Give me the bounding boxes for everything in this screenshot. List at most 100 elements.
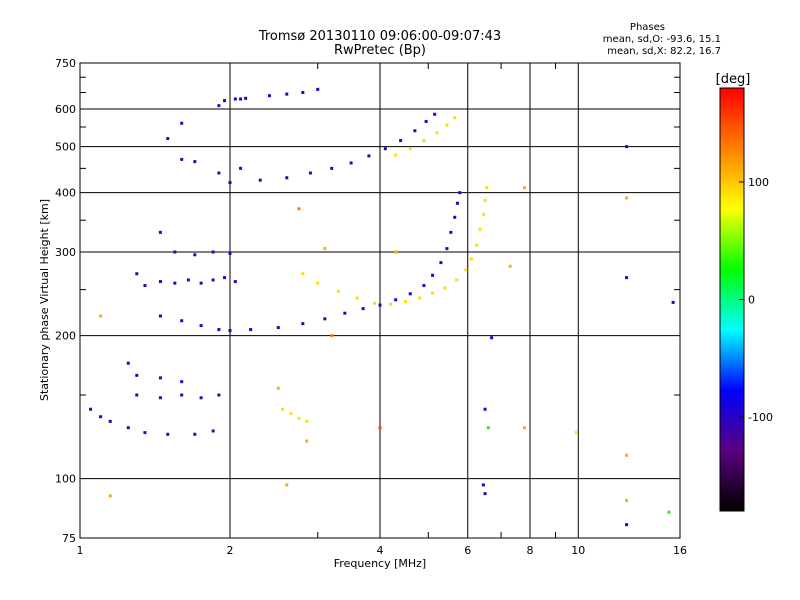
echo-point: [422, 139, 426, 143]
echo-point: [424, 119, 428, 123]
colorbar-ticks: 100 0 -100: [739, 176, 773, 424]
echo-point: [158, 230, 162, 234]
echo-point: [481, 212, 485, 216]
y-tick-label: 750: [55, 57, 76, 70]
echo-point: [439, 261, 443, 265]
echo-point: [199, 396, 203, 400]
echo-point: [413, 129, 417, 133]
scatter-echo-point: [625, 145, 629, 149]
echo-point: [108, 419, 112, 423]
echo-point: [308, 171, 312, 175]
x-axis-label: Frequency [MHz]: [334, 557, 426, 570]
echo-point: [367, 154, 371, 158]
scatter-echo-point: [108, 494, 112, 498]
echo-point: [355, 296, 359, 300]
scatter-echo-point: [508, 264, 512, 268]
echo-point: [455, 201, 459, 205]
y-tick-label: 400: [55, 187, 76, 200]
echo-point: [233, 97, 237, 101]
echo-point: [301, 322, 305, 326]
echo-point: [445, 247, 449, 251]
echo-point: [233, 280, 237, 284]
echo-point: [193, 253, 197, 257]
echo-point: [126, 361, 130, 365]
scatter-echo-point: [490, 336, 494, 340]
echo-point: [217, 393, 221, 397]
echo-point: [193, 432, 197, 436]
scatter-echo-point: [330, 334, 334, 338]
chart-title-line1: Tromsø 20130110 09:06:00-09:07:43: [258, 29, 501, 44]
scatter-echo-point: [297, 207, 301, 211]
x-tick-label: 2: [227, 544, 234, 557]
echo-point: [158, 314, 162, 318]
echo-point: [289, 412, 293, 416]
scatter-echo-point: [394, 250, 398, 254]
y-tick-label: 100: [55, 473, 76, 486]
phase-info-x: mean, sd,X: 82.2, 16.7: [607, 46, 721, 57]
echo-point: [135, 272, 139, 276]
scatter-echo-point: [667, 510, 671, 514]
echo-point: [301, 272, 305, 276]
grid-layer: [80, 63, 680, 538]
x-tick-label: 6: [464, 544, 471, 557]
echo-point: [126, 426, 130, 430]
echo-point: [281, 407, 285, 411]
scatter-echo-point: [323, 247, 327, 251]
echo-point: [285, 176, 289, 180]
echo-point: [217, 171, 221, 175]
echo-point: [301, 91, 305, 95]
echo-point: [394, 298, 398, 302]
scatter-echo-point: [574, 431, 578, 435]
echo-point: [285, 92, 289, 96]
echo-point: [297, 416, 301, 420]
echo-point: [228, 251, 232, 255]
phase-info-o: mean, sd,O: -93.6, 15.1: [603, 34, 721, 45]
echo-point: [336, 289, 340, 293]
echo-point: [180, 393, 184, 397]
scatter-echo-point: [671, 300, 675, 304]
scatter-echo-point: [625, 453, 629, 457]
echo-point: [158, 376, 162, 380]
scatter-echo-point: [625, 523, 629, 527]
scatter-echo-point: [486, 426, 490, 430]
echo-point: [228, 329, 232, 333]
echo-point: [199, 324, 203, 328]
echo-point: [445, 123, 449, 127]
echo-point: [217, 328, 221, 332]
echo-point: [228, 181, 232, 185]
scatter-echo-point: [523, 186, 527, 190]
echo-point: [239, 166, 243, 170]
echo-point: [323, 317, 327, 321]
scatter-echo-point: [625, 498, 629, 502]
y-tick-label: 200: [55, 330, 76, 343]
scatter-echo-point: [483, 492, 487, 496]
echo-point: [389, 302, 393, 306]
echo-point: [223, 99, 227, 103]
echo-point: [458, 191, 462, 195]
echo-point: [433, 112, 437, 116]
echo-point: [305, 419, 309, 423]
scatter-echo-point: [99, 314, 103, 318]
echo-point: [378, 303, 382, 307]
x-tick-label: 8: [527, 544, 534, 557]
echo-point: [453, 215, 457, 219]
echo-point: [258, 178, 262, 182]
echo-point: [449, 230, 453, 234]
echo-point: [180, 157, 184, 161]
echo-point: [223, 276, 227, 280]
y-tick-label: 500: [55, 141, 76, 154]
echo-point: [211, 429, 215, 433]
echo-point: [443, 286, 447, 290]
echo-point: [186, 278, 190, 282]
echo-point: [349, 161, 353, 165]
x-tick-label: 16: [673, 544, 687, 557]
echo-point: [158, 396, 162, 400]
echo-point: [408, 292, 412, 296]
echo-point: [239, 97, 243, 101]
echo-point: [99, 415, 103, 419]
echo-point: [143, 431, 147, 435]
y-axis-label: Stationary phase Virtual Height [km]: [38, 199, 51, 401]
scatter-echo-point: [305, 439, 309, 443]
echo-point: [464, 268, 468, 272]
